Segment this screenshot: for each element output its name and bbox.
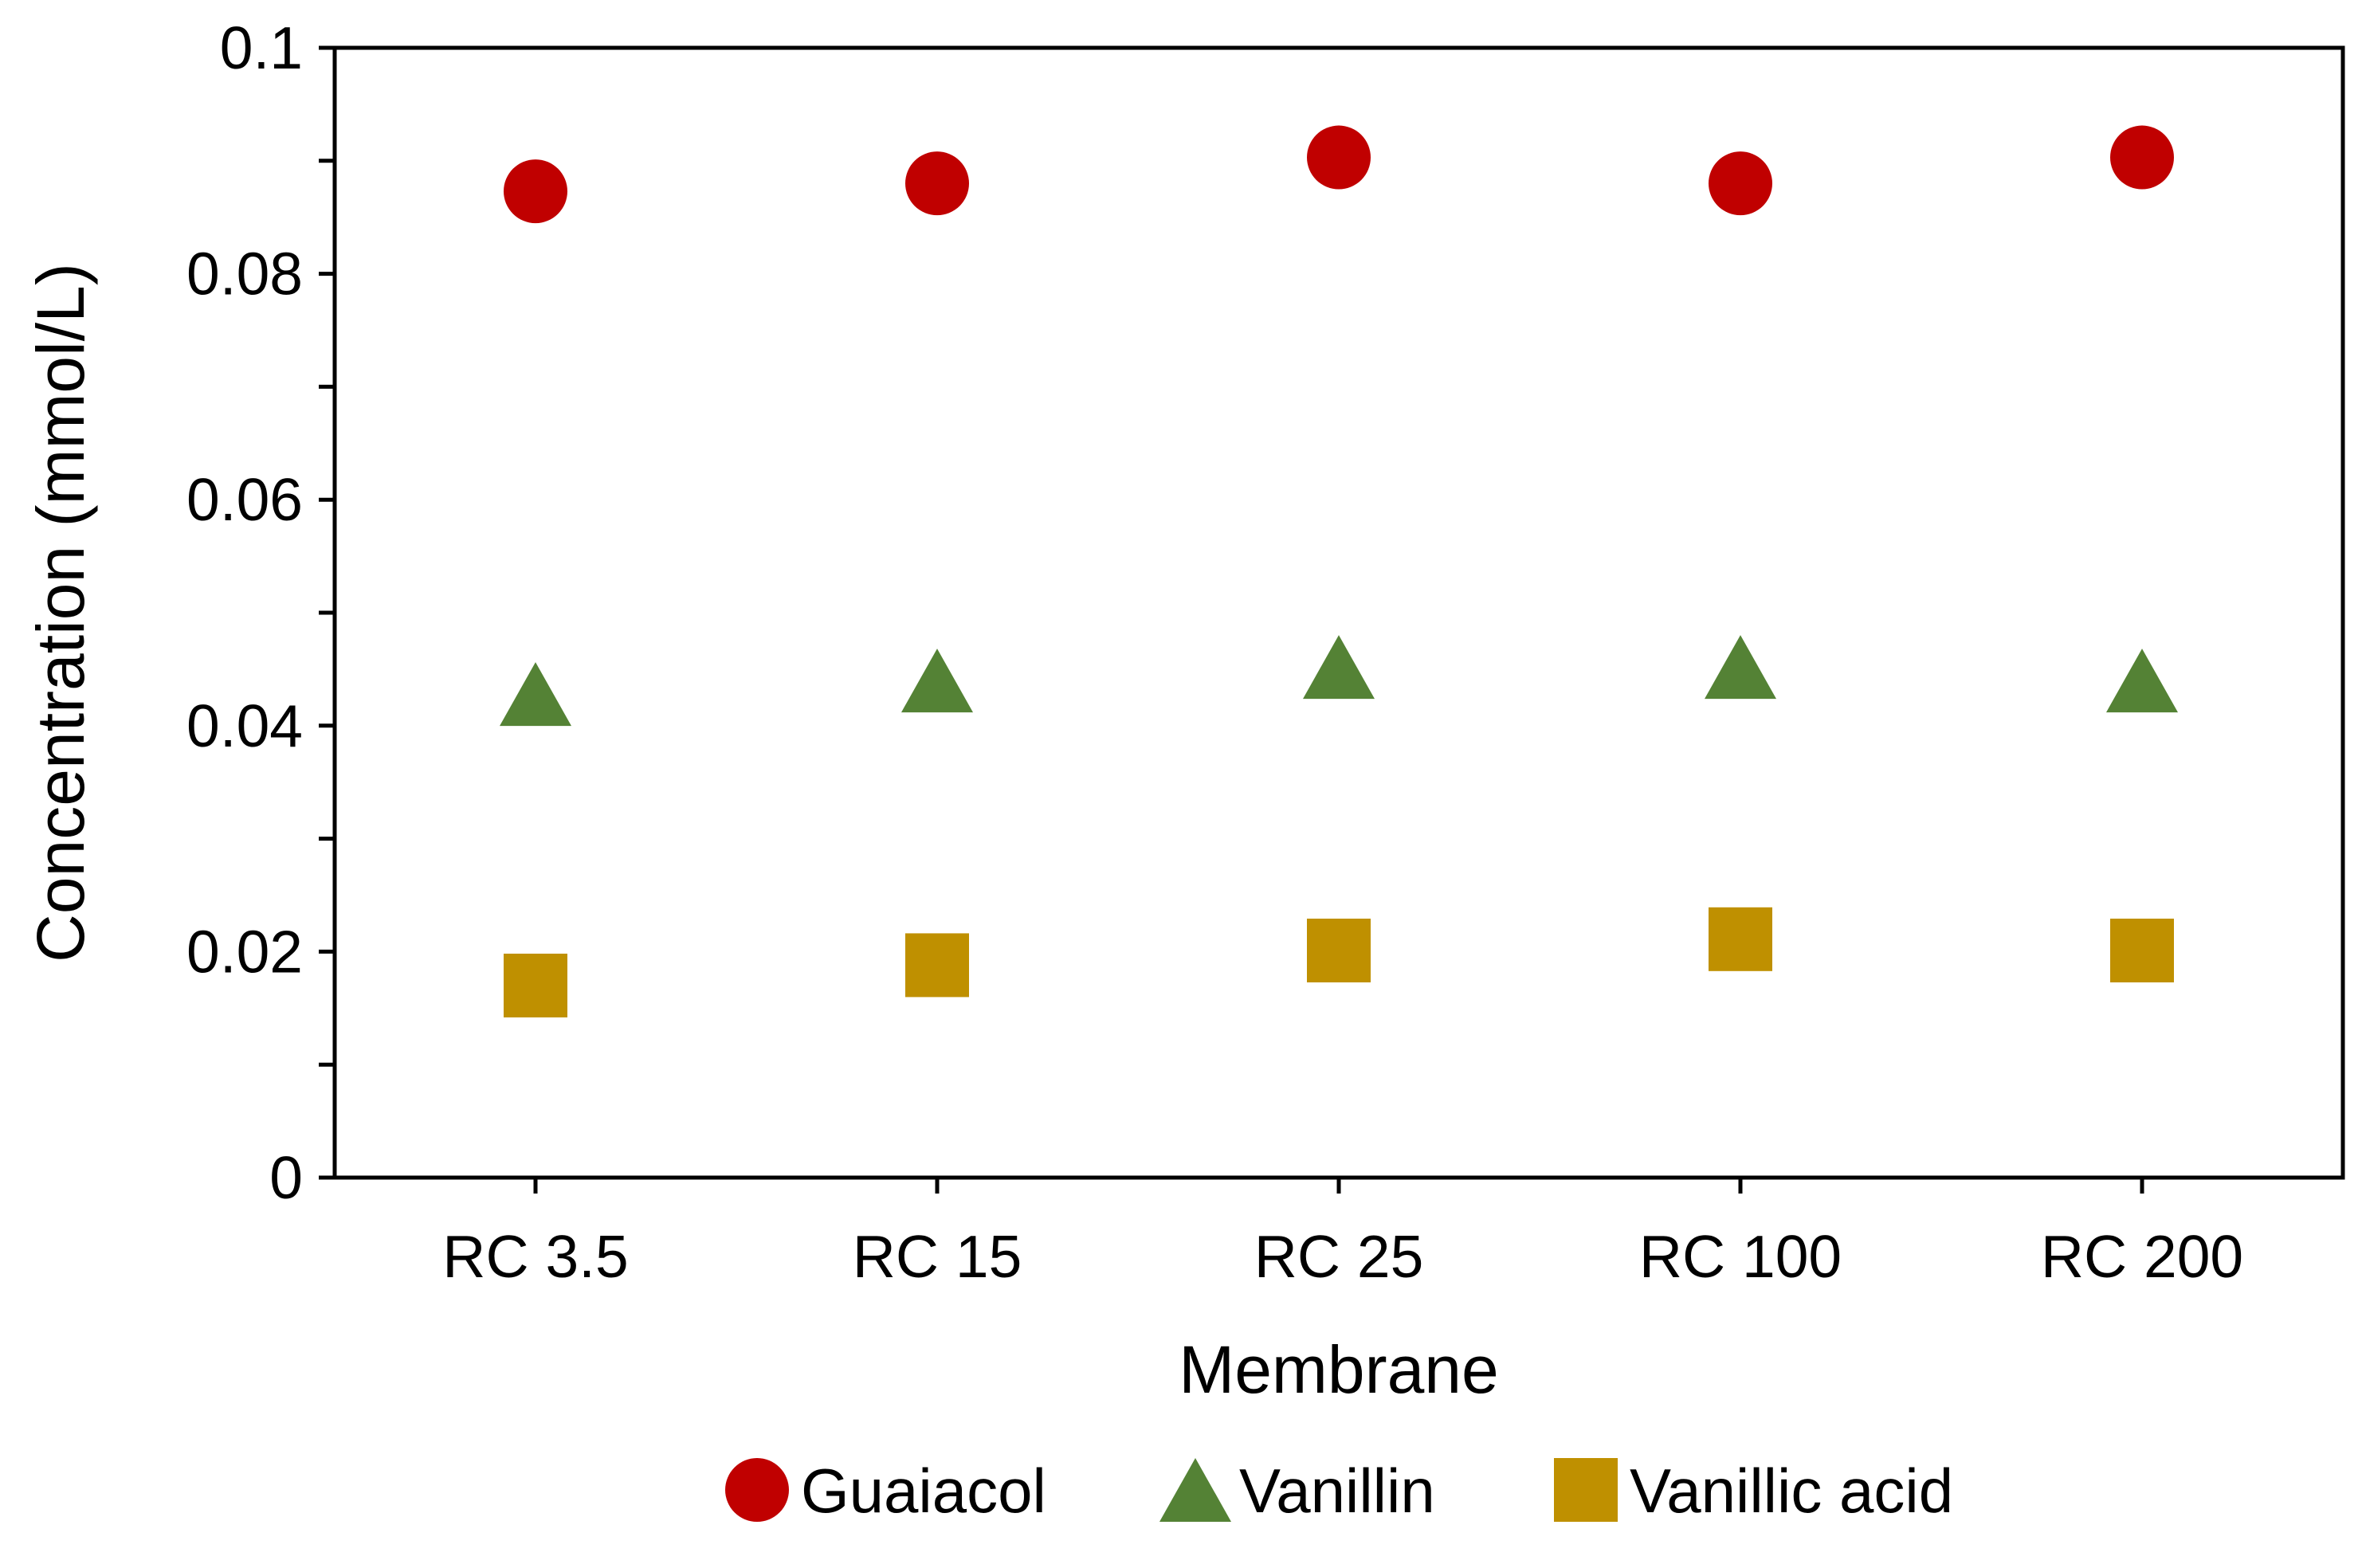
x-axis-ticks: RC 3.5 RC 15 RC 25 RC 100 RC 200 bbox=[442, 1178, 2243, 1290]
data-points bbox=[500, 125, 2178, 1017]
y-tick-label: 0.06 bbox=[186, 466, 303, 533]
data-point bbox=[1709, 151, 1772, 216]
data-point bbox=[901, 649, 973, 713]
x-tick-label: RC 25 bbox=[1254, 1223, 1424, 1290]
y-tick-label: 0 bbox=[269, 1144, 303, 1211]
legend-label: Vanillin bbox=[1239, 1456, 1435, 1526]
legend-marker bbox=[725, 1458, 789, 1522]
plot-border bbox=[332, 45, 2345, 1180]
legend-marker bbox=[1159, 1458, 1231, 1522]
series-vanillin bbox=[500, 635, 2178, 727]
data-point bbox=[1307, 125, 1371, 190]
series-vanillic-acid bbox=[504, 907, 2174, 1017]
y-tick-label: 0.1 bbox=[220, 14, 303, 81]
data-point bbox=[1709, 907, 1772, 971]
x-axis-title: Membrane bbox=[1179, 1332, 1499, 1407]
data-point bbox=[500, 662, 571, 727]
legend-label: Guaiacol bbox=[801, 1456, 1046, 1526]
plot-area bbox=[332, 45, 2345, 1180]
data-point bbox=[1303, 635, 1375, 700]
data-point bbox=[905, 151, 969, 216]
legend-marker bbox=[1554, 1458, 1618, 1522]
data-point bbox=[504, 953, 567, 1017]
x-tick-label: RC 200 bbox=[2041, 1223, 2243, 1290]
y-tick-label: 0.08 bbox=[186, 241, 303, 308]
data-point bbox=[905, 933, 969, 998]
x-tick-label: RC 3.5 bbox=[442, 1223, 628, 1290]
y-axis-title: Concentration (mmol/L) bbox=[23, 263, 98, 962]
y-axis-ticks: 0 0.02 0.04 0.06 0.08 0.1 bbox=[186, 14, 335, 1211]
data-point bbox=[2110, 918, 2174, 982]
y-tick-label: 0.04 bbox=[186, 692, 303, 759]
data-point bbox=[1307, 918, 1371, 982]
data-point bbox=[2106, 649, 2178, 713]
series-guaiacol bbox=[504, 125, 2174, 224]
data-point bbox=[1705, 635, 1776, 700]
y-tick-label: 0.02 bbox=[186, 918, 303, 985]
legend: Guaiacol Vanillin Vanillic acid bbox=[725, 1456, 1953, 1526]
data-point bbox=[504, 159, 567, 224]
x-tick-label: RC 15 bbox=[853, 1223, 1022, 1290]
data-point bbox=[2110, 125, 2174, 190]
legend-label: Vanillic acid bbox=[1630, 1456, 1953, 1526]
x-tick-label: RC 100 bbox=[1639, 1223, 1842, 1290]
